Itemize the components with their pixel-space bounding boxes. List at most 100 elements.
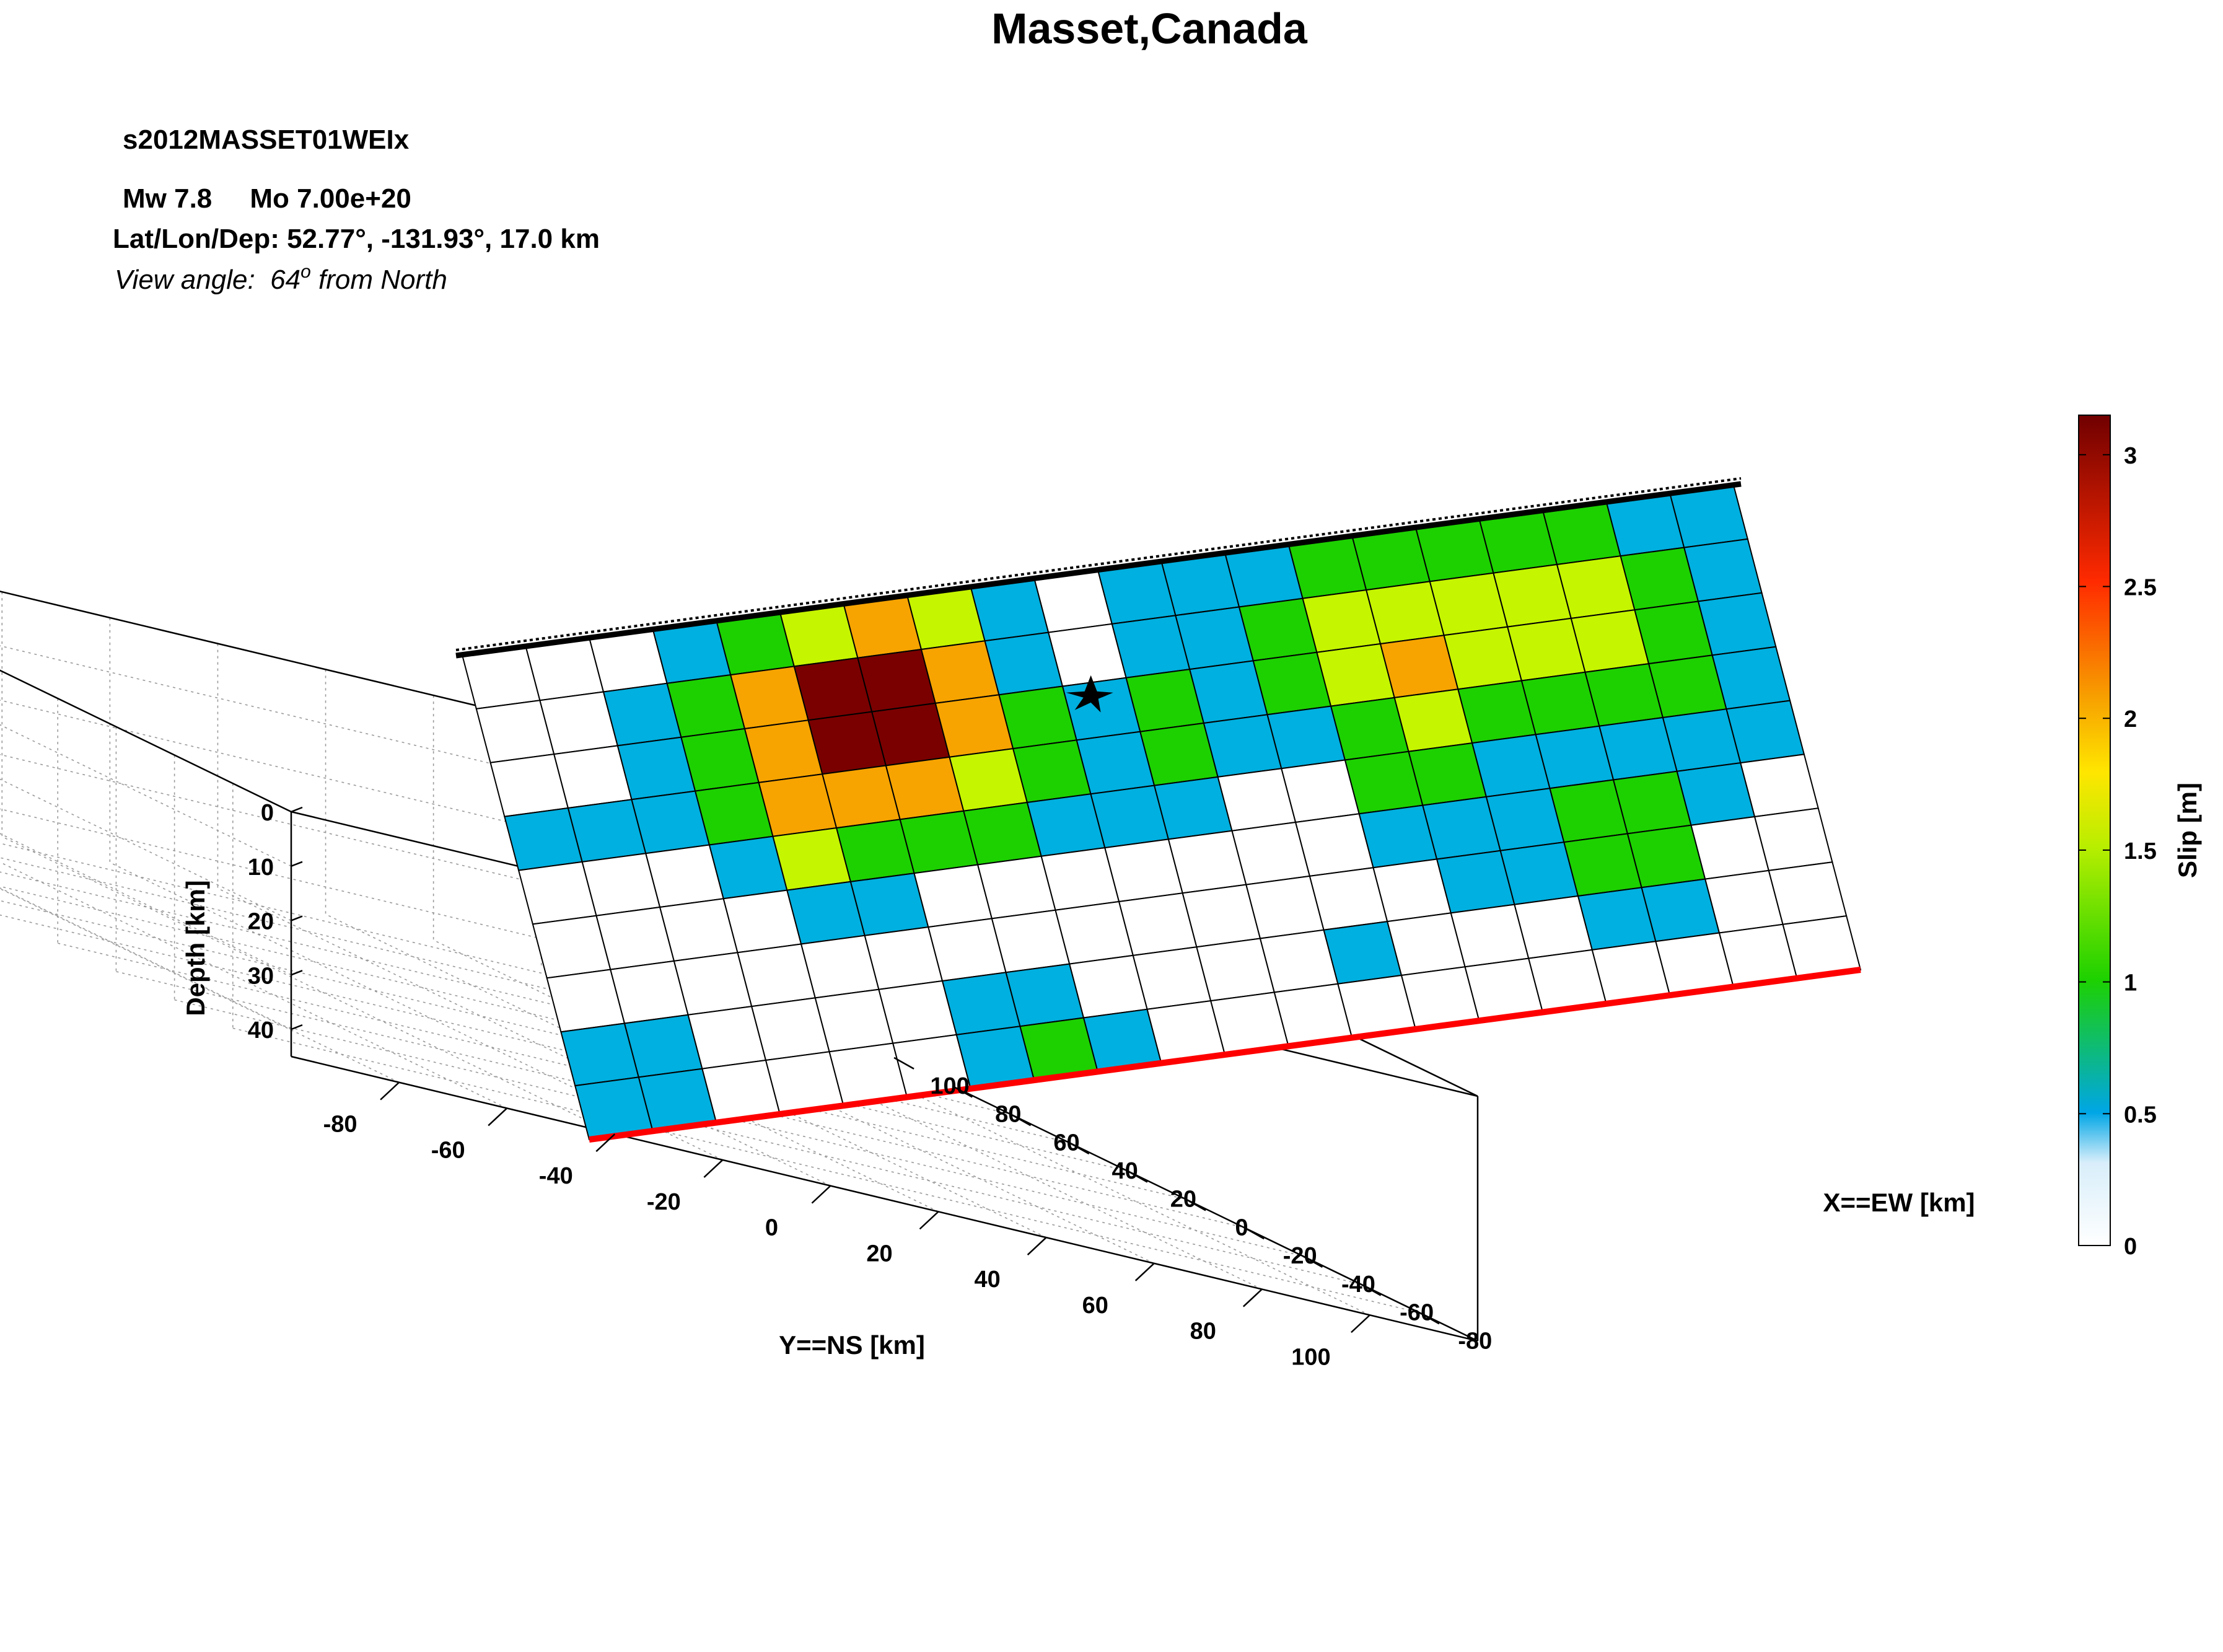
- slip-cell: [1768, 861, 1848, 925]
- colorbar-ticks: 0 0.5 1 1.5 2 2.5 3: [2079, 443, 2157, 1260]
- ew-tick: [893, 1057, 914, 1070]
- colorbar-tick-label: 2.5: [2124, 575, 2157, 601]
- colorbar-label: Slip [m]: [2173, 783, 2202, 878]
- tick-label: 20: [866, 1241, 892, 1267]
- slip-cell: [1740, 754, 1819, 818]
- ew-tick: [1361, 1283, 1382, 1296]
- grid-line-ew-floor: [174, 999, 1361, 1285]
- slip-cell: [1683, 538, 1763, 602]
- view-angle-line: View angle: 64o from North: [115, 261, 447, 295]
- colorbar-tick-label: 2: [2124, 706, 2137, 732]
- box-edge: [291, 1055, 1478, 1342]
- ns-tick: [703, 1159, 724, 1178]
- grid-line-ns-floor: [0, 861, 507, 1109]
- ns-tick: [595, 1133, 616, 1153]
- fault-top-line-dashed: [455, 477, 1742, 651]
- ew-tick: [1243, 1227, 1265, 1240]
- ns-tick: [488, 1107, 508, 1127]
- ew-tick: [1010, 1114, 1032, 1127]
- tick-label: 80: [1190, 1319, 1216, 1345]
- slip-cell: [1697, 592, 1777, 656]
- ns-tick: [1242, 1288, 1263, 1307]
- ns-tick: [1134, 1262, 1155, 1281]
- ew-tick: [1127, 1170, 1148, 1183]
- location-line: Lat/Lon/Dep: 52.77°, -131.93°, 17.0 km: [113, 224, 600, 254]
- colorbar-gradient: [2078, 415, 2111, 1246]
- tick-label: -80: [323, 1112, 357, 1138]
- depth-tick: [291, 861, 303, 867]
- slip-cell: [1711, 646, 1791, 710]
- box-edge: [0, 669, 292, 813]
- depth-tick: [291, 806, 303, 813]
- ew-tick: [1419, 1312, 1440, 1325]
- magnitude-line: Mw 7.8 Mo 7.00e+20: [123, 183, 411, 214]
- ns-tick: [811, 1185, 831, 1204]
- tick-label: 10: [248, 855, 274, 881]
- ns-tick: [919, 1211, 939, 1230]
- ns-tick: [380, 1081, 400, 1101]
- tick-label: 20: [1170, 1187, 1196, 1213]
- box-edge: [864, 1042, 1478, 1342]
- ns-axis-label: Y==NS [km]: [779, 1330, 925, 1360]
- grid-line-ew-floor: [0, 914, 1186, 1200]
- colorbar-tick-label: 1: [2124, 970, 2137, 996]
- tick-label: 60: [1053, 1130, 1079, 1156]
- hypocenter-star-icon: [1066, 675, 1113, 713]
- ew-tick: [952, 1085, 973, 1098]
- tick-label: 40: [1112, 1158, 1138, 1184]
- grid-line-depth: [0, 808, 866, 1030]
- slip-cell: [1753, 807, 1833, 872]
- grid-line-ew-floor: [116, 971, 1303, 1257]
- depth-tick: [291, 1024, 303, 1030]
- ns-tick: [1351, 1314, 1370, 1333]
- grid-line-ns-floor: [325, 913, 939, 1213]
- fault-bottom-line: [589, 967, 1861, 1143]
- tick-label: 60: [1082, 1293, 1108, 1319]
- tick-label: -80: [1458, 1328, 1492, 1354]
- view-angle-degree: o: [300, 261, 311, 282]
- tick-label: 0: [1235, 1215, 1248, 1241]
- tick-label: -20: [647, 1189, 681, 1215]
- grid-line-depth: [0, 700, 866, 921]
- grid-line-ns-floor: [1, 836, 615, 1135]
- depth-tick: [291, 915, 303, 921]
- ew-tick: [1185, 1198, 1206, 1211]
- colorbar-tick-label: 0.5: [2124, 1102, 2157, 1128]
- tick-label: 40: [974, 1267, 1000, 1293]
- grid-line-ns-floor: [433, 939, 1046, 1238]
- grid-line-ew-floor: [0, 900, 1128, 1172]
- ns-tick: [1027, 1237, 1047, 1256]
- grid-line-ew-floor: [232, 1027, 1419, 1314]
- slip-cell: [1725, 700, 1805, 764]
- view-angle-text: View angle: 64: [115, 265, 300, 295]
- grid-line-ns-floor: [649, 991, 1263, 1290]
- tick-label: 100: [930, 1073, 969, 1099]
- grid-line-ns-floor: [217, 887, 831, 1187]
- tick-label: -40: [539, 1163, 573, 1189]
- colorbar-tick-label: 0: [2124, 1234, 2137, 1260]
- chart-title: Masset,Canada: [991, 4, 1308, 53]
- tick-label: 20: [248, 909, 274, 935]
- tick-label: 40: [248, 1017, 274, 1043]
- depth-tick: [291, 970, 303, 976]
- grid-line-ns-floor: [756, 1017, 1370, 1316]
- tick-label: 0: [765, 1215, 778, 1241]
- tick-label: -60: [431, 1137, 465, 1163]
- colorbar-tick-label: 1.5: [2124, 838, 2157, 864]
- ew-tick: [1069, 1141, 1090, 1155]
- slip-cells: [461, 484, 1862, 1141]
- tick-label: -20: [1283, 1243, 1317, 1269]
- grid-line-ns-floor: [0, 888, 400, 1083]
- tick-label: -60: [1400, 1300, 1434, 1326]
- fault-top-line: [455, 481, 1742, 659]
- tick-label: 80: [995, 1102, 1021, 1128]
- tick-label: 100: [1291, 1344, 1330, 1370]
- ew-axis-label: X==EW [km]: [1823, 1188, 1975, 1217]
- view-angle-tail: from North: [311, 265, 447, 295]
- depth-axis-label: Depth [km]: [181, 880, 210, 1016]
- grid-line-ew-floor: [58, 942, 1245, 1228]
- chart-subtitle: s2012MASSET01WEIx: [123, 125, 410, 155]
- ew-tick: [1302, 1255, 1323, 1268]
- axis-ticks: -80-60-40-20020406080100-80-60-40-200204…: [248, 800, 1493, 1370]
